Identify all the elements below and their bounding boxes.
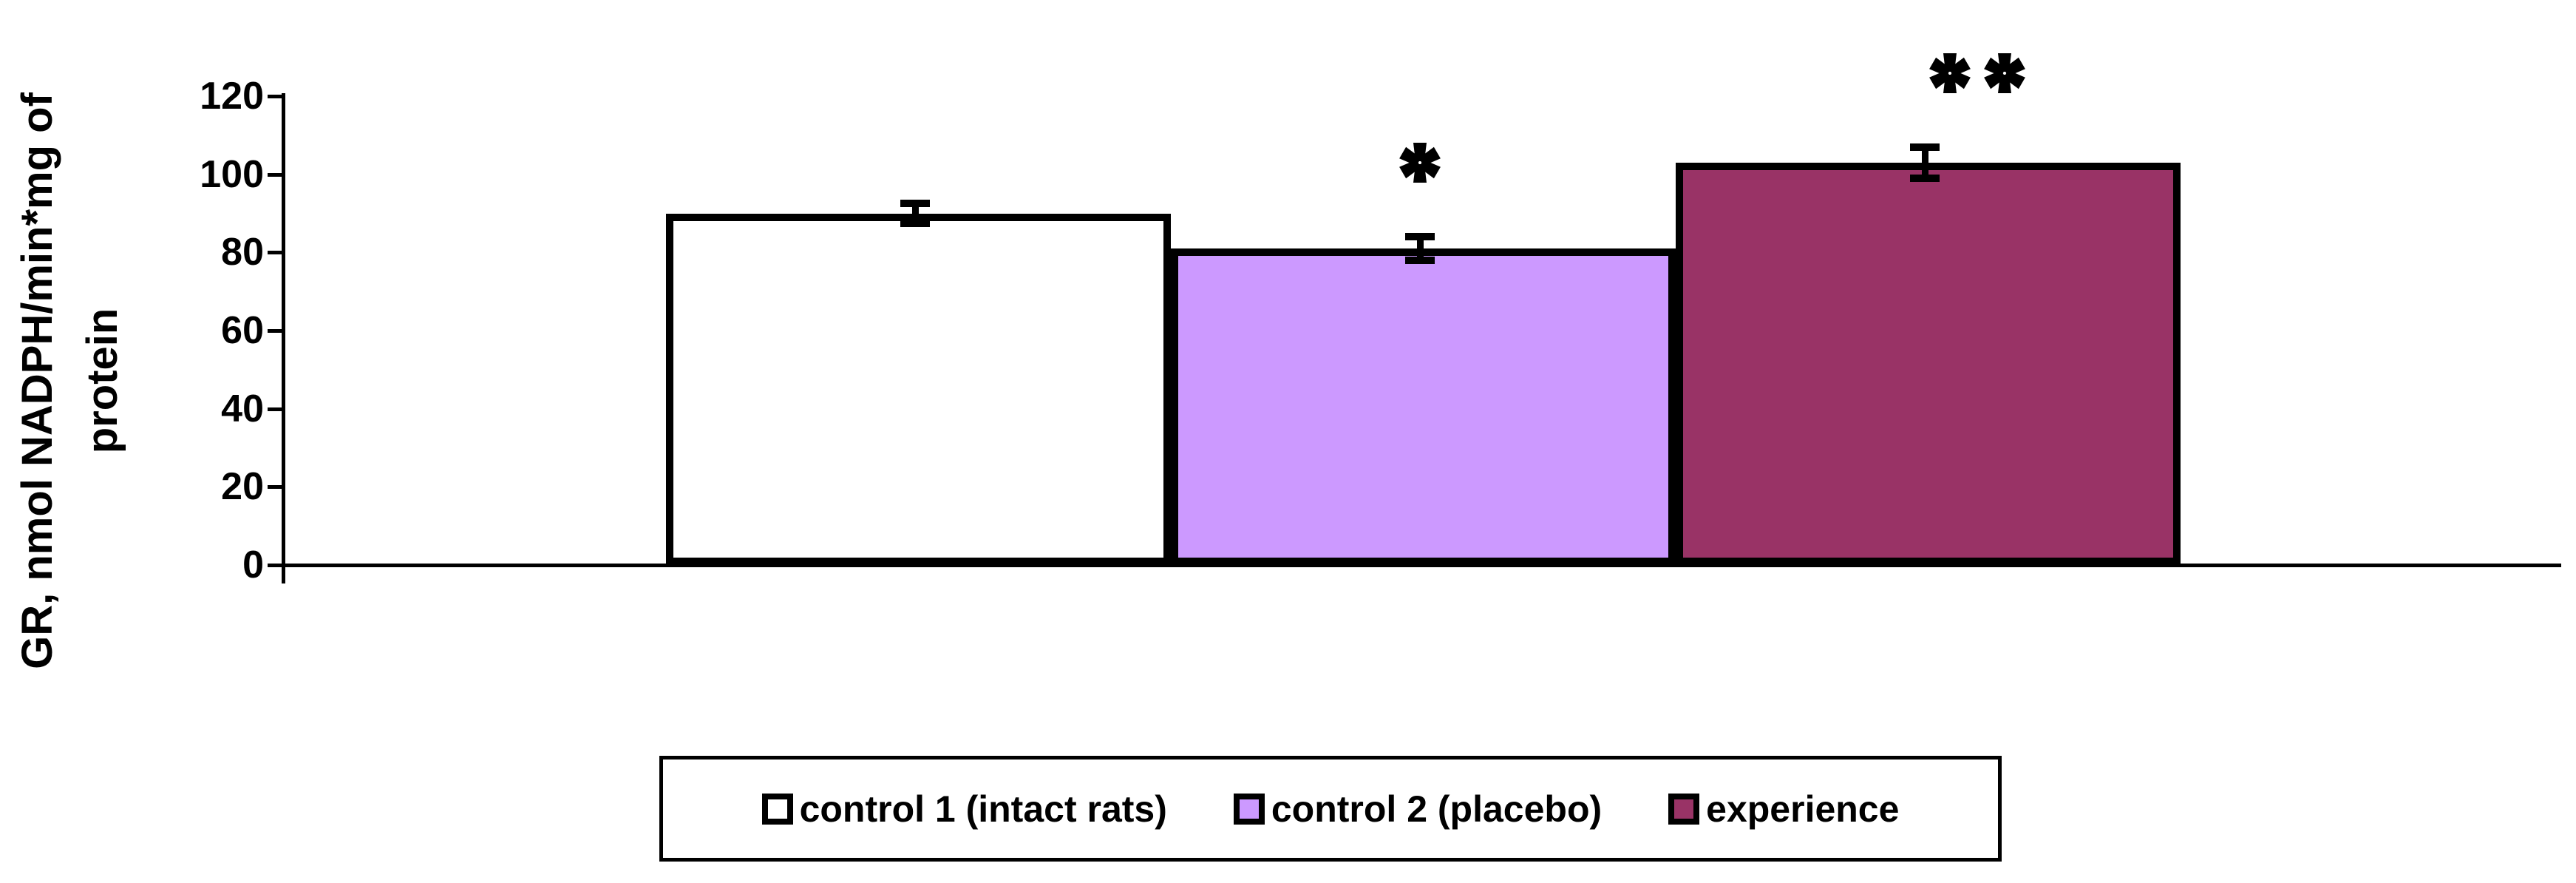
y-tick-label: 120: [200, 75, 264, 118]
asterisk-icon: [1984, 53, 2025, 93]
legend-item: control 2 (placebo): [1233, 788, 1603, 830]
error-bar-top-cap: [900, 200, 930, 208]
y-tick-label: 40: [221, 387, 264, 430]
y-axis-line: [282, 93, 285, 583]
error-bar-bottom-cap: [1405, 256, 1435, 264]
legend: control 1 (intact rats) control 2 (placeb…: [659, 756, 2002, 862]
y-tick: [268, 251, 283, 255]
legend-item: control 1 (intact rats): [761, 788, 1167, 830]
legend-label: experience: [1706, 788, 1900, 830]
y-tick: [268, 407, 283, 411]
y-tick-label: 60: [221, 309, 264, 352]
error-bar-top-cap: [1405, 233, 1435, 241]
y-tick-label: 80: [221, 231, 264, 274]
legend-swatch-icon: [761, 793, 793, 825]
error-bar-stem: [1416, 237, 1424, 260]
significance-marker: [1928, 51, 2027, 95]
bar: [665, 213, 1171, 565]
y-tick: [268, 95, 283, 98]
error-bar-bottom-cap: [900, 219, 930, 227]
y-tick-label: 100: [200, 152, 264, 196]
bar: [1675, 162, 2181, 565]
error-bar-bottom-cap: [1910, 174, 1940, 182]
asterisk-icon: [1929, 53, 1971, 93]
significance-marker: [1398, 141, 1442, 185]
error-bar-stem: [911, 203, 919, 223]
legend-swatch-icon: [1668, 793, 1700, 825]
y-tick: [268, 564, 283, 567]
legend-swatch-icon: [1233, 793, 1265, 825]
y-tick: [268, 329, 283, 333]
x-axis-line: [283, 564, 2561, 567]
legend-label: control 2 (placebo): [1271, 788, 1603, 830]
legend-label: control 1 (intact rats): [799, 788, 1167, 830]
error-bar-stem: [1921, 146, 1928, 178]
y-tick: [268, 485, 283, 490]
y-tick: [268, 172, 283, 177]
y-axis-title-line1: GR, nmol NADPH/min*mg of: [13, 92, 61, 669]
y-tick-label: 20: [221, 465, 264, 509]
error-bar-top-cap: [1910, 143, 1940, 151]
asterisk-icon: [1399, 143, 1441, 183]
y-tick-label: 0: [242, 544, 264, 586]
legend-item: experience: [1668, 788, 1899, 830]
bar: [1170, 248, 1676, 565]
